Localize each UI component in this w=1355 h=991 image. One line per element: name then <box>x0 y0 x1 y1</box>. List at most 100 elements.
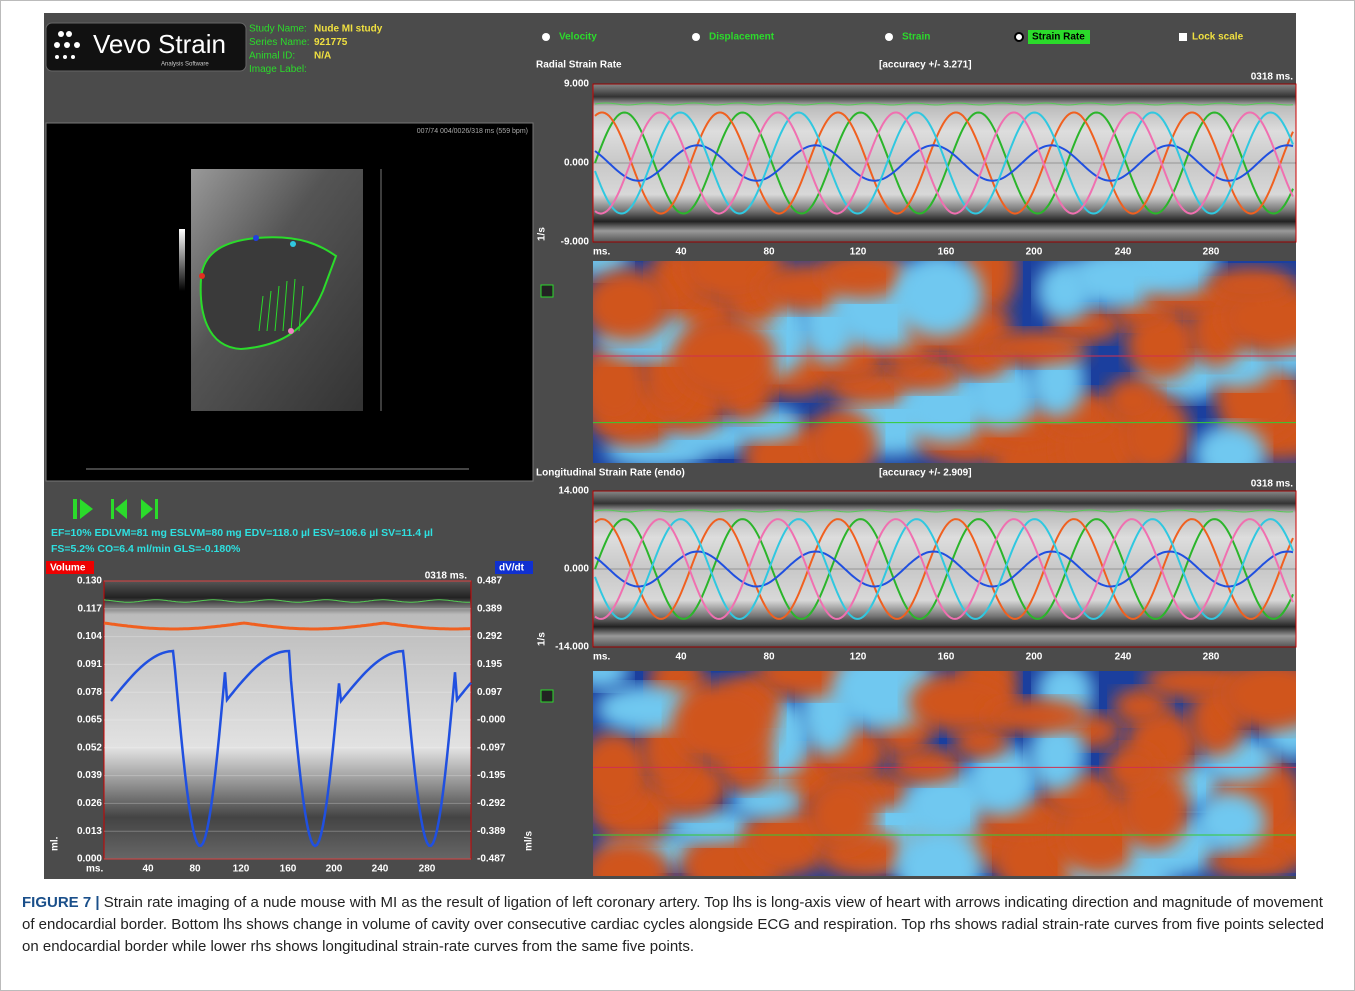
y-tick-label: 0.065 <box>77 715 102 726</box>
logo-sub: Analysis Software <box>161 62 209 68</box>
y2-tick-label: 0.487 <box>477 576 502 587</box>
time-label: 0318 ms. <box>1251 72 1293 83</box>
screenshot: Vevo Strain Analysis Software Radial Str… <box>1 1 1355 886</box>
x-tick-label: 160 <box>280 864 297 875</box>
y2-tick-label: 0.292 <box>477 631 502 642</box>
x-tick-label: ms. <box>86 864 103 875</box>
mode-option[interactable]: Velocity <box>559 32 597 43</box>
axis-unit: ml. <box>50 836 61 851</box>
figure: Vevo Strain Analysis Software Radial Str… <box>0 0 1355 991</box>
y2-tick-label: -0.000 <box>477 715 506 726</box>
point <box>290 241 296 247</box>
heat-blob <box>1105 377 1161 425</box>
volume-label: Volume <box>50 563 86 574</box>
x-tick-label: 80 <box>763 652 775 663</box>
x-tick-label: 200 <box>326 864 343 875</box>
x-tick-label: 160 <box>938 247 955 258</box>
radial-heatmap <box>573 229 1332 502</box>
mode-option[interactable]: Strain <box>902 32 930 43</box>
heat-blob <box>1207 267 1295 303</box>
accuracy: [accuracy +/- 2.909] <box>879 468 972 479</box>
study-value: Nude MI study <box>314 24 383 35</box>
checkbox[interactable] <box>1179 33 1187 41</box>
x-tick-label: 200 <box>1026 247 1043 258</box>
panel-title: Longitudinal Strain Rate (endo) <box>536 468 685 479</box>
x-tick-label: 80 <box>189 864 201 875</box>
x-tick-label: 40 <box>675 652 687 663</box>
mode-option[interactable]: Displacement <box>709 32 775 43</box>
x-tick-label: 200 <box>1026 652 1043 663</box>
mode-option[interactable]: Strain Rate <box>1032 32 1085 43</box>
x-tick-label: 280 <box>419 864 436 875</box>
study-label: Image Label: <box>249 64 307 75</box>
x-tick-label: 80 <box>763 247 775 258</box>
y2-tick-label: -0.389 <box>477 826 506 837</box>
x-tick-label: 40 <box>675 247 687 258</box>
radio[interactable] <box>692 33 700 41</box>
x-tick-label: 120 <box>233 864 250 875</box>
x-tick-label: 160 <box>938 652 955 663</box>
expand-button[interactable] <box>541 690 553 702</box>
y2-tick-label: -0.487 <box>477 854 506 865</box>
y-tick-label: 9.000 <box>564 79 589 90</box>
radio[interactable] <box>542 33 550 41</box>
y2-tick-label: -0.195 <box>477 770 506 781</box>
lock-scale[interactable]: Lock scale <box>1192 32 1244 43</box>
accuracy: [accuracy +/- 3.271] <box>879 60 972 71</box>
caption-text: Strain rate imaging of a nude mouse with… <box>22 894 1324 955</box>
x-tick-label: 240 <box>1115 247 1132 258</box>
caption-label: FIGURE 7 | <box>22 894 100 911</box>
x-tick-label: ms. <box>593 652 610 663</box>
point <box>288 328 294 334</box>
study-label: Series Name: <box>249 37 310 48</box>
axis-unit: ml/s <box>524 831 535 851</box>
heat-blob <box>984 330 1088 366</box>
radio[interactable] <box>1015 33 1023 41</box>
y2-tick-label: 0.195 <box>477 659 502 670</box>
y-tick-label: 0.013 <box>77 826 102 837</box>
time-label: 0318 ms. <box>1251 479 1293 490</box>
y-tick-label: -14.000 <box>555 642 589 653</box>
expand-button[interactable] <box>541 285 553 297</box>
y-tick-label: -9.000 <box>561 237 590 248</box>
study-label: Study Name: <box>249 24 307 35</box>
y-tick-label: 0.052 <box>77 742 102 753</box>
x-tick-label: 240 <box>372 864 389 875</box>
y-tick-label: 0.130 <box>77 576 102 587</box>
heat-blob <box>806 779 878 851</box>
longitudinal-heatmap <box>573 636 1332 886</box>
x-tick-label: 240 <box>1115 652 1132 663</box>
stats-line: FS=5.2% CO=6.4 ml/min GLS=-0.180% <box>51 543 241 555</box>
x-tick-label: 40 <box>142 864 154 875</box>
study-label: Animal ID: <box>249 51 295 62</box>
axis-unit: 1/s <box>537 227 548 241</box>
y2-tick-label: 0.389 <box>477 603 502 614</box>
gray-scale <box>179 229 185 291</box>
axis-unit: 1/s <box>537 632 548 646</box>
study-value: 921775 <box>314 37 348 48</box>
image-header: 007/74 004/0026/318 ms (559 bpm) <box>417 128 528 135</box>
caption: FIGURE 7 | Strain rate imaging of a nude… <box>22 892 1337 958</box>
y-tick-label: 0.000 <box>564 564 589 575</box>
time-label: 0318 ms. <box>425 571 467 582</box>
logo: Vevo Strain <box>93 29 226 59</box>
x-tick-label: ms. <box>593 247 610 258</box>
radio[interactable] <box>885 33 893 41</box>
y-tick-label: 0.026 <box>77 798 102 809</box>
y-tick-label: 0.104 <box>77 631 102 642</box>
panel-title: Radial Strain Rate <box>536 60 622 71</box>
y-tick-label: 0.039 <box>77 770 102 781</box>
x-tick-label: 120 <box>850 652 867 663</box>
y-tick-label: 0.091 <box>77 659 102 670</box>
stats-line: EF=10% EDLVM=81 mg ESLVM=80 mg EDV=118.0… <box>51 527 433 539</box>
point <box>253 235 259 241</box>
y-tick-label: 0.000 <box>564 158 589 169</box>
y2-tick-label: -0.097 <box>477 742 506 753</box>
heat-blob <box>984 698 1088 734</box>
y-tick-label: 0.117 <box>78 603 103 614</box>
x-tick-label: 280 <box>1203 652 1220 663</box>
heat-blob <box>672 681 776 765</box>
y-tick-label: 0.078 <box>77 687 102 698</box>
study-value: N/A <box>314 51 331 62</box>
heat-blob <box>583 269 671 341</box>
